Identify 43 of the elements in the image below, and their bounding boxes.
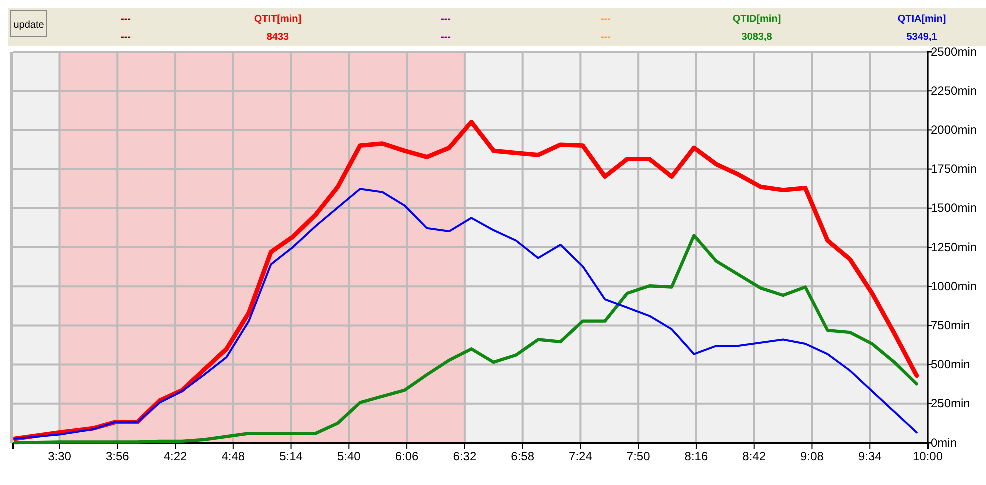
line-series bbox=[14, 234, 919, 445]
x-tick-label: 8:16 bbox=[684, 450, 708, 464]
y-tick-label: 1250min bbox=[931, 240, 978, 254]
x-tick-label: 5:14 bbox=[280, 450, 304, 464]
y-tick-label: 0min bbox=[931, 436, 958, 450]
x-tick-label: 4:22 bbox=[164, 450, 188, 464]
x-tick-label: 8:42 bbox=[742, 450, 766, 464]
y-tick-label: 2500min bbox=[931, 44, 978, 59]
y-tick-label: 2000min bbox=[931, 123, 978, 138]
x-tick-label: 3:30 bbox=[48, 450, 72, 464]
y-tick-label: 500min bbox=[931, 358, 970, 372]
y-tick-label: 2250min bbox=[931, 84, 978, 98]
text: QTID[min] bbox=[732, 14, 782, 25]
text: --- bbox=[121, 14, 131, 25]
y-tick-label: 250min bbox=[931, 396, 970, 411]
text: QTIT[min] bbox=[254, 14, 302, 25]
text: --- bbox=[601, 14, 611, 25]
y-tick-label: 1500min bbox=[931, 201, 978, 216]
x-tick-label: 6:58 bbox=[511, 450, 535, 464]
text: 3083,8 bbox=[742, 32, 773, 43]
text: --- bbox=[441, 14, 451, 25]
line-series bbox=[14, 188, 918, 440]
y-tick-label: 1000min bbox=[931, 279, 978, 294]
y-tick-label: 1750min bbox=[931, 162, 978, 176]
update-button: update bbox=[10, 10, 48, 38]
x-tick-label: 10:00 bbox=[912, 450, 944, 464]
text: 8433 bbox=[266, 32, 290, 43]
text: 5349,1 bbox=[906, 32, 938, 43]
x-tick-label: 3:56 bbox=[106, 450, 130, 464]
x-tick-label: 6:06 bbox=[395, 450, 420, 464]
x-tick-label: 7:24 bbox=[569, 450, 593, 464]
text: --- bbox=[121, 32, 131, 43]
x-tick-label: 4:48 bbox=[222, 450, 246, 464]
text: QTIA[min] bbox=[898, 14, 946, 25]
x-tick-label: 9:34 bbox=[858, 450, 882, 464]
x-tick-label: 7:50 bbox=[626, 450, 651, 464]
x-tick-label: 6:32 bbox=[453, 450, 477, 464]
x-tick-label: 9:08 bbox=[800, 450, 824, 464]
y-tick-label: 750min bbox=[931, 318, 970, 333]
text: --- bbox=[601, 32, 611, 43]
line-series bbox=[13, 120, 920, 442]
x-tick-label: 5:40 bbox=[337, 450, 362, 464]
text: --- bbox=[441, 32, 451, 43]
